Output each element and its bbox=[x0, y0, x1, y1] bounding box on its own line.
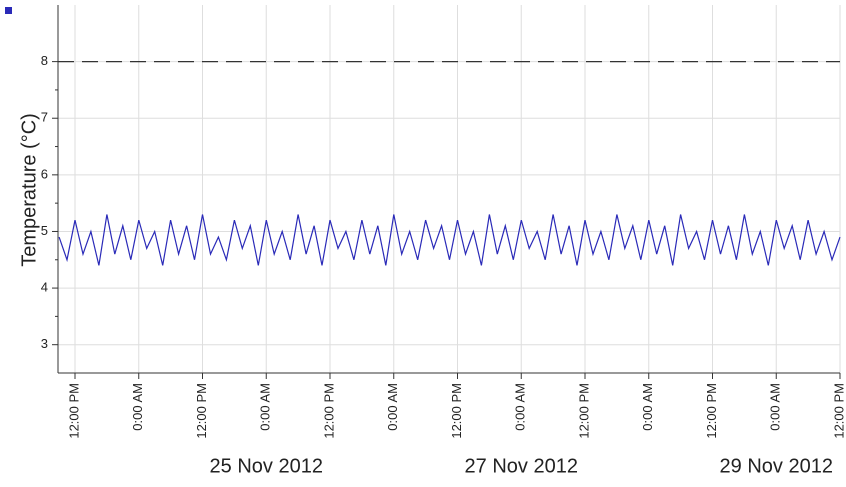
series-line bbox=[58, 214, 841, 266]
x-tick-label: 0:00 AM bbox=[768, 383, 783, 431]
x-tick-label: 12:00 PM bbox=[321, 383, 336, 439]
y-tick-label: 4 bbox=[41, 280, 48, 295]
x-tick-label: 12:00 PM bbox=[66, 383, 81, 439]
y-tick-label: 3 bbox=[41, 336, 48, 351]
date-label: 27 Nov 2012 bbox=[465, 455, 578, 477]
x-tick-label: 12:00 PM bbox=[576, 383, 591, 439]
date-label: 29 Nov 2012 bbox=[720, 455, 833, 477]
date-label: 25 Nov 2012 bbox=[210, 455, 323, 477]
y-tick-label: 8 bbox=[41, 53, 48, 68]
x-tick-label: 0:00 AM bbox=[258, 383, 273, 431]
x-tick-label: 12:00 PM bbox=[831, 383, 846, 439]
x-tick-label: 0:00 AM bbox=[385, 383, 400, 431]
x-tick-label: 0:00 AM bbox=[130, 383, 145, 431]
y-tick-label: 5 bbox=[41, 223, 48, 238]
x-tick-label: 12:00 PM bbox=[194, 383, 209, 439]
x-tick-label: 0:00 AM bbox=[640, 383, 655, 431]
y-tick-label: 7 bbox=[41, 110, 48, 125]
x-tick-label: 0:00 AM bbox=[513, 383, 528, 431]
y-tick-label: 6 bbox=[41, 166, 48, 181]
legend-marker bbox=[5, 7, 12, 14]
x-tick-label: 12:00 PM bbox=[449, 383, 464, 439]
x-tick-label: 12:00 PM bbox=[704, 383, 719, 439]
y-axis-label: Temperature (°C) bbox=[18, 113, 40, 267]
